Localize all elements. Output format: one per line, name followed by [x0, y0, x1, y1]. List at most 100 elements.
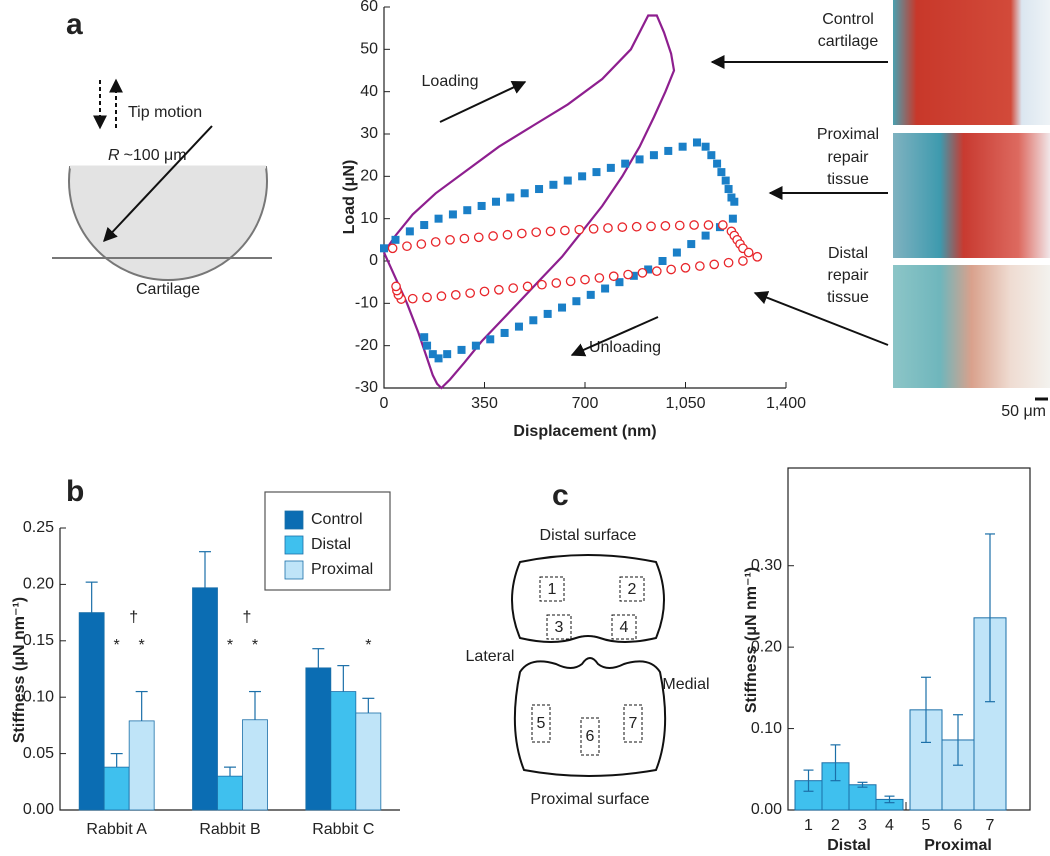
data-point [545, 226, 556, 237]
data-point [551, 278, 562, 288]
data-point [592, 168, 601, 177]
data-point [649, 151, 658, 160]
surface-label: Proximal surface [530, 791, 649, 808]
data-point [644, 265, 653, 274]
data-point [391, 235, 400, 244]
significance-label: * [252, 637, 258, 654]
data-point [717, 168, 726, 177]
data-point [565, 276, 576, 287]
micrograph-label: Proximal [817, 126, 879, 143]
data-point [459, 233, 470, 244]
y-tick-label: 50 [360, 41, 378, 58]
x-tick-label: 0 [380, 395, 389, 412]
load-curve [382, 14, 676, 390]
site-label: 4 [620, 619, 629, 636]
annotation: Unloading [589, 339, 661, 356]
site-box [611, 614, 637, 640]
micrograph [893, 133, 1050, 258]
data-point [646, 221, 656, 232]
data-point [457, 345, 466, 354]
data-point [651, 266, 662, 277]
micrograph-label: tissue [827, 289, 869, 306]
x-tick-label: 7 [986, 817, 995, 834]
data-point [578, 172, 587, 181]
site-label: 7 [629, 715, 638, 732]
data-point [479, 286, 490, 297]
data-point [730, 197, 739, 206]
data-point [434, 354, 443, 363]
significance-label: * [227, 637, 233, 654]
y-tick-label: 0.00 [23, 801, 54, 818]
data-point [405, 227, 414, 236]
data-point [391, 281, 401, 292]
data-point [701, 231, 710, 240]
annotation-arrow [439, 81, 527, 123]
data-point [407, 293, 418, 304]
data-point [473, 232, 484, 243]
x-tick-label: 3 [858, 817, 867, 834]
data-point [463, 206, 472, 215]
data-point [623, 269, 633, 280]
y-tick-label: 0.00 [751, 801, 782, 818]
proximal-outline [513, 657, 667, 777]
site-box [539, 576, 565, 602]
site-box [580, 717, 600, 756]
legend-label: Distal [311, 536, 351, 553]
data-point [631, 221, 642, 232]
bar [355, 712, 382, 811]
y-tick-label: 20 [360, 168, 378, 185]
data-point [660, 221, 671, 231]
data-point [606, 163, 615, 172]
bar [128, 720, 155, 811]
data-point [477, 201, 486, 210]
data-point [738, 256, 748, 266]
side-label: Medial [662, 676, 709, 693]
annotation: Loading [422, 73, 479, 90]
bar [217, 775, 243, 811]
data-point [428, 350, 437, 359]
site-box [531, 704, 551, 743]
data-point [678, 142, 687, 151]
data-point [629, 271, 638, 280]
data-point [560, 225, 570, 236]
y-tick-label: 10 [360, 210, 378, 227]
x-tick-label: 5 [922, 817, 931, 834]
data-point [724, 185, 733, 194]
data-point [637, 268, 648, 278]
y-tick-label: 30 [360, 125, 378, 142]
x-tick-label: 4 [885, 817, 894, 834]
data-point [574, 224, 585, 235]
distal-outline [511, 554, 665, 643]
bar [192, 587, 218, 811]
data-point [531, 227, 542, 238]
data-point [529, 316, 538, 325]
data-point [608, 271, 619, 282]
data-point [448, 210, 457, 219]
annotation-arrow [570, 316, 659, 357]
data-point [617, 222, 628, 232]
site-label: 6 [586, 728, 595, 745]
data-point [488, 231, 498, 241]
legend-label: Control [311, 511, 363, 528]
data-point [436, 291, 447, 301]
micrograph-label: cartilage [818, 33, 879, 50]
y-tick-label: -30 [355, 379, 378, 396]
data-point [603, 223, 613, 233]
data-point [721, 176, 730, 185]
data-point [486, 335, 495, 344]
significance-label: * [365, 637, 371, 654]
bar [330, 691, 357, 811]
data-point [658, 257, 667, 265]
data-point [494, 284, 504, 295]
bar [78, 612, 105, 811]
bar [103, 766, 130, 811]
data-point [514, 322, 523, 331]
y-tick-label: 0.25 [23, 519, 54, 536]
legend-swatch [284, 510, 304, 530]
data-point [491, 197, 500, 206]
data-point [580, 274, 590, 285]
data-point [445, 234, 455, 245]
legend-label: Proximal [311, 561, 373, 578]
data-point [450, 290, 461, 300]
micrograph-label: repair [828, 149, 870, 166]
